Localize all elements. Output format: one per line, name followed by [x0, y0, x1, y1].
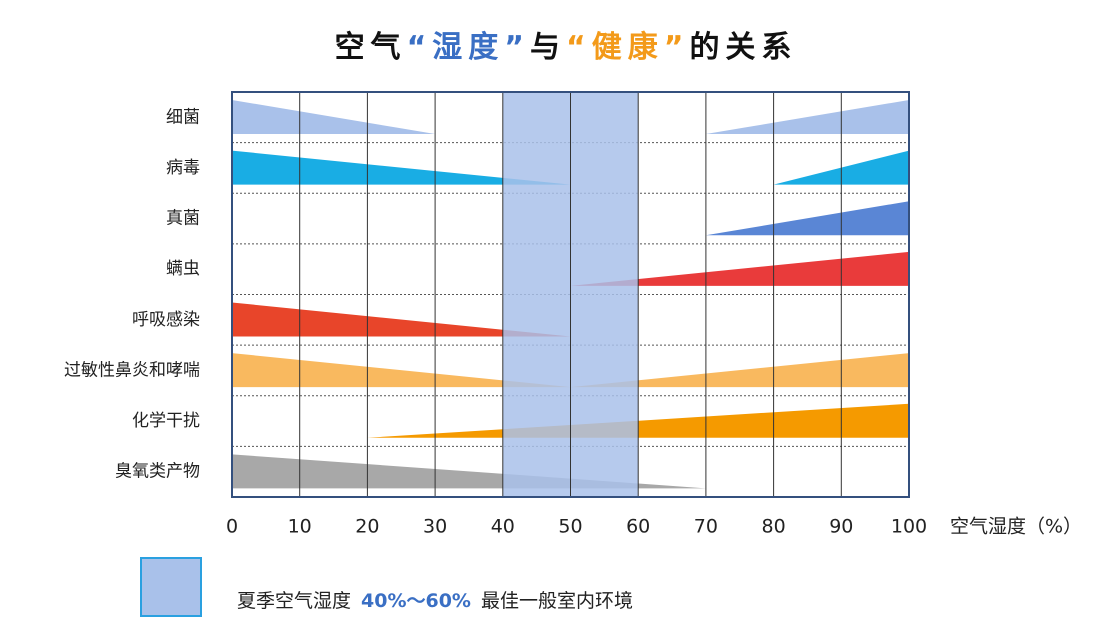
x-tick-label: 10: [288, 516, 312, 538]
plot-border: [231, 91, 910, 498]
x-tick-label: 80: [762, 516, 786, 538]
decline-wedge: [232, 302, 571, 337]
row-label: 病毒: [166, 158, 200, 178]
x-tick-label: 0: [226, 516, 238, 538]
row-label: 过敏性鼻炎和哮喘: [64, 360, 200, 380]
x-tick-label: 40: [491, 516, 515, 538]
decline-wedge: [232, 100, 436, 134]
rise-wedge: [705, 100, 909, 134]
title-part: “健康”: [566, 30, 689, 65]
legend-part: 最佳一般室内环境: [481, 590, 633, 612]
x-tick-label: 100: [891, 516, 927, 538]
decline-wedge: [232, 454, 706, 489]
x-axis-label: 空气湿度（%）: [950, 516, 1082, 538]
legend-swatch: [140, 557, 202, 617]
x-tick-label: 60: [626, 516, 650, 538]
rise-wedge: [705, 201, 909, 236]
x-tick-label: 90: [829, 516, 853, 538]
title-part: 与: [530, 30, 566, 65]
row-label: 螨虫: [166, 259, 200, 279]
rise-wedge: [570, 353, 909, 388]
x-tick-label: 50: [558, 516, 582, 538]
row-label: 细菌: [166, 107, 200, 127]
legend-part: 40%～60%: [361, 590, 471, 612]
row-label: 真菌: [166, 209, 200, 229]
row-label: 化学干扰: [132, 411, 200, 431]
x-tick-label: 70: [694, 516, 718, 538]
row-label: 臭氧类产物: [115, 462, 200, 482]
x-tick-label: 20: [355, 516, 379, 538]
row-label: 呼吸感染: [132, 310, 200, 330]
title-part: 空气: [335, 30, 407, 65]
title-part: 的关系: [689, 30, 797, 65]
decline-wedge: [232, 353, 571, 388]
x-tick-label: 30: [423, 516, 447, 538]
title-part: “湿度”: [407, 30, 530, 65]
legend-text: 夏季空气湿度 40%～60% 最佳一般室内环境: [237, 590, 633, 612]
decline-wedge: [232, 150, 571, 185]
legend-part: 夏季空气湿度: [237, 590, 351, 612]
chart-title: 空气“湿度”与“健康”的关系: [335, 30, 798, 65]
rise-wedge: [570, 251, 909, 286]
